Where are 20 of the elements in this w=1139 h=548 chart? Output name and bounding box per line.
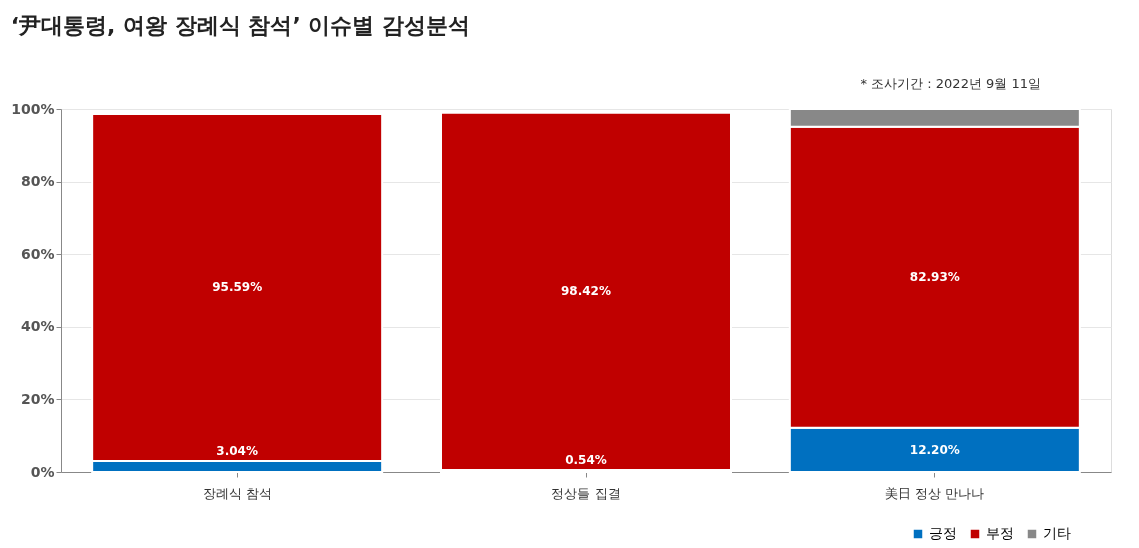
y-tick-label: 60% — [20, 245, 55, 262]
legend-label: 긍정 — [929, 525, 957, 541]
data-label: 98.42% — [561, 284, 611, 299]
data-label: 95.59% — [212, 280, 263, 295]
data-label: 12.20% — [909, 442, 960, 457]
y-tick-label: 80% — [20, 173, 55, 190]
x-tick-label: 정상들 집결 — [551, 485, 621, 501]
data-label: 82.93% — [909, 270, 960, 285]
legend-label: 부정 — [986, 525, 1014, 541]
y-tick-label: 40% — [20, 318, 55, 335]
x-tick-label: 美日 정상 만나나 — [885, 485, 985, 501]
data-label: 3.04% — [216, 443, 258, 458]
y-tick-label: 0% — [30, 463, 55, 480]
y-tick-label: 100% — [11, 100, 55, 117]
data-label: 0.54% — [565, 453, 607, 468]
y-tick-label: 20% — [20, 390, 55, 407]
legend-label: 기타 — [1043, 525, 1071, 541]
x-tick-label: 장례식 참석 — [202, 485, 272, 501]
chart-title: ‘尹대통령, 여왕 장례식 참석’ 이슈별 감성분석 — [10, 13, 471, 38]
text: * 조사기간 : 2022년 9월 11일 — [860, 76, 1041, 91]
